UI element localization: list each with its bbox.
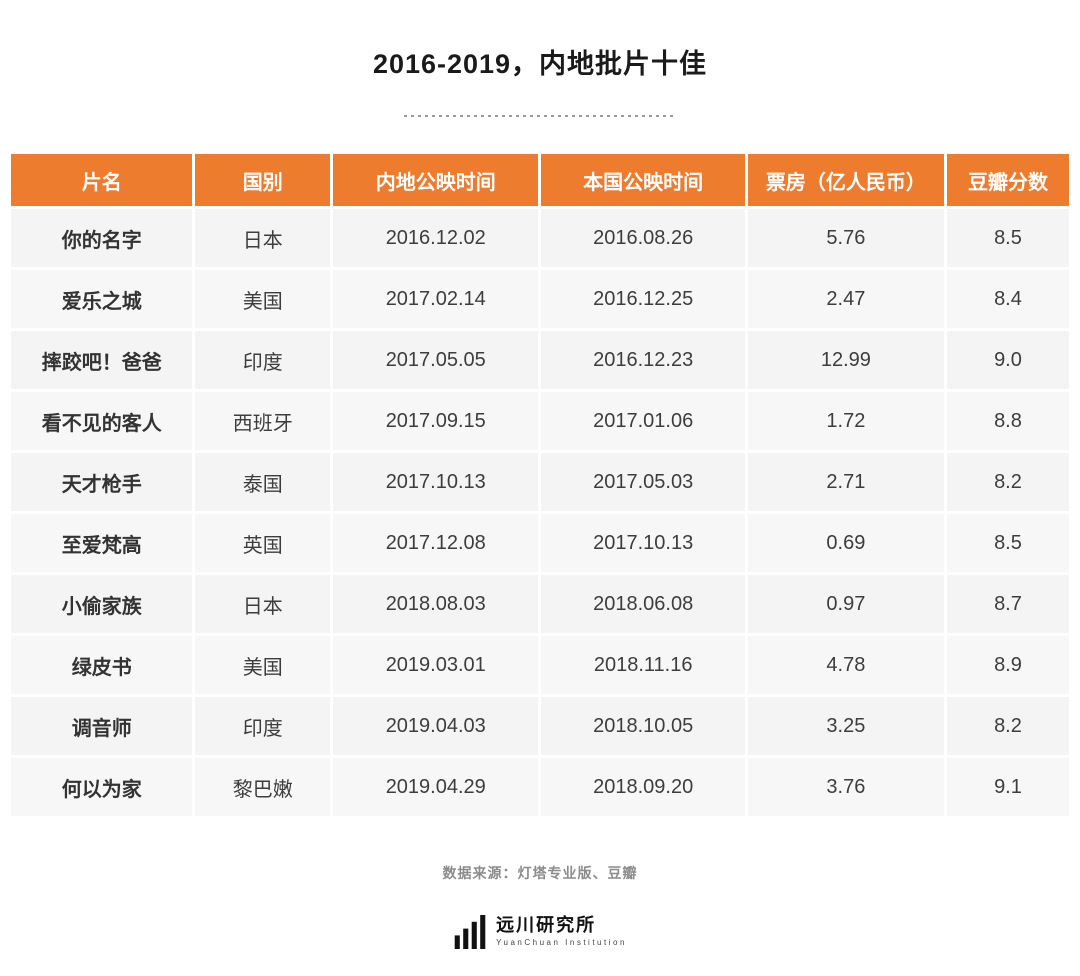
table-cell: 2019.04.29 (333, 758, 539, 816)
table-cell: 1.72 (747, 392, 944, 450)
film-name-cell: 你的名字 (11, 209, 193, 267)
table-cell: 美国 (195, 270, 331, 328)
table-cell: 泰国 (195, 453, 331, 511)
column-header: 本国公映时间 (541, 154, 745, 206)
table-cell: 2019.03.01 (333, 636, 539, 694)
table-cell: 2017.05.03 (541, 453, 745, 511)
table-cell: 黎巴嫩 (195, 758, 331, 816)
logo-name: 远川研究所 (496, 915, 597, 936)
film-name-cell: 至爱梵高 (11, 514, 193, 572)
table-row: 摔跤吧！爸爸 印度 2017.05.05 2016.12.23 12.99 9.0 (11, 331, 1069, 389)
table-row: 看不见的客人 西班牙 2017.09.15 2017.01.06 1.72 8.8 (11, 392, 1069, 450)
table-cell: 2017.10.13 (333, 453, 539, 511)
table-cell: 2.47 (747, 270, 944, 328)
film-name-cell: 小偷家族 (11, 575, 193, 633)
table-cell: 2017.10.13 (541, 514, 745, 572)
table-cell: 12.99 (747, 331, 944, 389)
column-header: 片名 (11, 154, 193, 206)
table-cell: 日本 (195, 575, 331, 633)
table-cell: 2016.12.23 (541, 331, 745, 389)
table-cell: 0.97 (747, 575, 944, 633)
table-row: 你的名字 日本 2016.12.02 2016.08.26 5.76 8.5 (11, 209, 1069, 267)
table-row: 至爱梵高 英国 2017.12.08 2017.10.13 0.69 8.5 (11, 514, 1069, 572)
film-name-cell: 摔跤吧！爸爸 (11, 331, 193, 389)
infographic-page: 2016-2019，内地批片十佳 片名 国别 内地公映时间 本国公映时间 票房（亿人民币… (8, 49, 1072, 949)
table-row: 绿皮书 美国 2019.03.01 2018.11.16 4.78 8.9 (11, 636, 1069, 694)
table-cell: 西班牙 (195, 392, 331, 450)
column-header: 票房（亿人民币） (747, 154, 944, 206)
film-name-cell: 看不见的客人 (11, 392, 193, 450)
table-cell: 2016.12.25 (541, 270, 745, 328)
table-cell: 8.2 (946, 697, 1069, 755)
table-cell: 2018.06.08 (541, 575, 745, 633)
table-cell: 美国 (195, 636, 331, 694)
table-row: 小偷家族 日本 2018.08.03 2018.06.08 0.97 8.7 (11, 575, 1069, 633)
logo: 远川研究所 YuanChuan Institution (8, 915, 1072, 949)
table-cell: 3.25 (747, 697, 944, 755)
table-row: 何以为家 黎巴嫩 2019.04.29 2018.09.20 3.76 9.1 (11, 758, 1069, 816)
film-name-cell: 绿皮书 (11, 636, 193, 694)
table-cell: 8.5 (946, 514, 1069, 572)
table-cell: 2019.04.03 (333, 697, 539, 755)
table-cell: 8.9 (946, 636, 1069, 694)
table-cell: 8.2 (946, 453, 1069, 511)
table-cell: 3.76 (747, 758, 944, 816)
film-name-cell: 调音师 (11, 697, 193, 755)
table-cell: 2017.12.08 (333, 514, 539, 572)
table-cell: 印度 (195, 697, 331, 755)
table-cell: 英国 (195, 514, 331, 572)
table-cell: 2016.08.26 (541, 209, 745, 267)
table-cell: 2017.01.06 (541, 392, 745, 450)
logo-subtitle: YuanChuan Institution (496, 938, 627, 947)
table-cell: 8.5 (946, 209, 1069, 267)
table-body: 你的名字 日本 2016.12.02 2016.08.26 5.76 8.5 爱乐之城 美国 2… (11, 209, 1069, 816)
table-cell: 2017.05.05 (333, 331, 539, 389)
header-row: 片名 国别 内地公映时间 本国公映时间 票房（亿人民币） 豆瓣分数 (11, 154, 1069, 206)
logo-bars-icon (453, 915, 487, 949)
table-cell: 2.71 (747, 453, 944, 511)
page-title: 2016-2019，内地批片十佳 (372, 49, 708, 79)
table-cell: 2018.09.20 (541, 758, 745, 816)
table-cell: 2018.08.03 (333, 575, 539, 633)
film-name-cell: 天才枪手 (11, 453, 193, 511)
table-cell: 印度 (195, 331, 331, 389)
film-name-cell: 何以为家 (11, 758, 193, 816)
table-cell: 9.1 (946, 758, 1069, 816)
table-row: 天才枪手 泰国 2017.10.13 2017.05.03 2.71 8.2 (11, 453, 1069, 511)
column-header: 国别 (195, 154, 331, 206)
table-cell: 4.78 (747, 636, 944, 694)
table-cell: 2018.11.16 (541, 636, 745, 694)
table-cell: 8.8 (946, 392, 1069, 450)
table-cell: 0.69 (747, 514, 944, 572)
table-cell: 9.0 (946, 331, 1069, 389)
table-row: 调音师 印度 2019.04.03 2018.10.05 3.25 8.2 (11, 697, 1069, 755)
column-header: 内地公映时间 (333, 154, 539, 206)
table-cell: 8.7 (946, 575, 1069, 633)
table-cell: 2017.09.15 (333, 392, 539, 450)
film-table: 片名 国别 内地公映时间 本国公映时间 票房（亿人民币） 豆瓣分数 你的名字 日本 2016.… (8, 151, 1072, 819)
source-note: 数据来源：灯塔专业版、豆瓣 (442, 865, 638, 881)
table-row: 爱乐之城 美国 2017.02.14 2016.12.25 2.47 8.4 (11, 270, 1069, 328)
logo-text: 远川研究所 YuanChuan Institution (496, 915, 627, 948)
table-cell: 2017.02.14 (333, 270, 539, 328)
table-cell: 2018.10.05 (541, 697, 745, 755)
table-cell: 5.76 (747, 209, 944, 267)
table-header: 片名 国别 内地公映时间 本国公映时间 票房（亿人民币） 豆瓣分数 (11, 154, 1069, 206)
table-cell: 日本 (195, 209, 331, 267)
table-cell: 8.4 (946, 270, 1069, 328)
column-header: 豆瓣分数 (946, 154, 1069, 206)
table-cell: 2016.12.02 (333, 209, 539, 267)
dashed-divider (404, 115, 676, 117)
film-name-cell: 爱乐之城 (11, 270, 193, 328)
